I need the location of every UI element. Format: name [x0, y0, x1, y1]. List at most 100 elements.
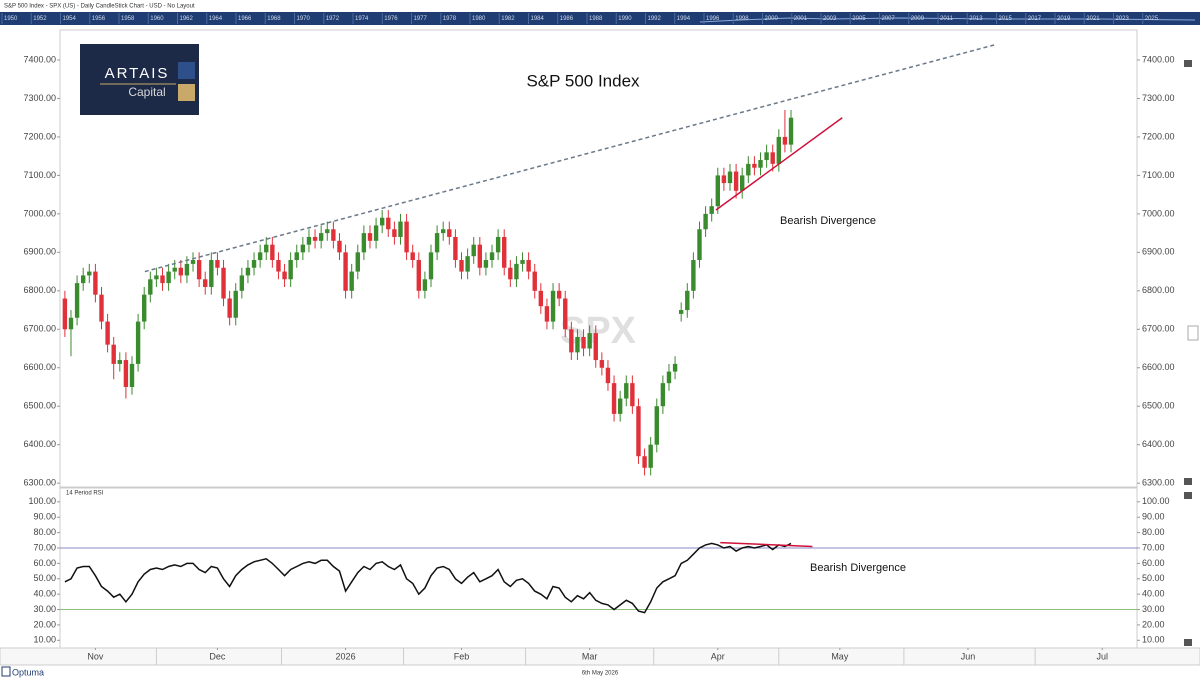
candle-body: [587, 333, 592, 349]
y-tick-label: 7000.00: [23, 208, 56, 218]
date: 6th May 2026: [582, 671, 619, 677]
candle-body: [752, 163, 757, 168]
y-tick-label: 20.00: [1142, 619, 1165, 629]
candle-body: [142, 294, 147, 322]
lock-icons[interactable]: [1184, 60, 1199, 646]
candle-body: [312, 236, 318, 241]
candle-body: [575, 336, 580, 353]
candle-body: [154, 275, 159, 280]
navigator-year: 1984: [531, 16, 545, 22]
candle-body: [599, 360, 605, 368]
navigator-year: 2001: [794, 16, 808, 22]
y-tick-label: 70.00: [1142, 542, 1165, 552]
lock-icon[interactable]: [1184, 478, 1192, 485]
navigator-year: 2007: [882, 16, 896, 22]
candle-body: [434, 233, 440, 253]
y-tick-label: 6600.00: [1142, 362, 1175, 372]
candle-body: [74, 283, 80, 318]
candle-body: [361, 233, 367, 253]
annotation: Bearish Divergence: [780, 215, 876, 227]
navigator-year: 1980: [472, 16, 486, 22]
candle-body: [648, 444, 653, 468]
candle-body: [691, 260, 696, 291]
candle-body: [209, 260, 214, 287]
candle-body: [386, 217, 391, 230]
candle-body: [227, 298, 232, 318]
candle-body: [160, 275, 165, 284]
candle-body: [740, 175, 745, 191]
candle-body: [318, 233, 324, 241]
candle-body: [776, 136, 782, 164]
navigator-year: 1992: [648, 16, 662, 22]
candle-body: [617, 398, 623, 414]
y-tick-label: 90.00: [33, 512, 56, 522]
candle-body: [264, 244, 269, 253]
chart-title: S&P 500 Index: [526, 71, 640, 90]
y-tick-label: 10.00: [33, 635, 56, 645]
y-tick-label: 100.00: [1142, 496, 1170, 506]
navigator-year: 2015: [999, 16, 1013, 22]
navigator-year: 1970: [297, 16, 311, 22]
logo-sub: Capital: [128, 85, 165, 99]
candle-body: [502, 236, 507, 268]
candle-body: [495, 236, 501, 253]
candle-body: [87, 271, 92, 276]
y-tick-label: 7000.00: [1142, 208, 1175, 218]
candle-body: [459, 260, 464, 272]
lock-icon[interactable]: [1184, 492, 1192, 499]
x-tick-label: Dec: [209, 651, 226, 661]
candle-body: [117, 360, 122, 364]
y-tick-label: 7300.00: [1142, 93, 1175, 103]
logo-square: [178, 84, 195, 101]
y-tick-label: 7200.00: [1142, 131, 1175, 141]
y-tick-label: 70.00: [33, 542, 56, 552]
y-tick-label: 6800.00: [23, 285, 56, 295]
lock-icon[interactable]: [1184, 60, 1192, 67]
candle-body: [782, 136, 788, 145]
navigator-year: 2009: [911, 16, 925, 22]
navigator-year: 1974: [355, 16, 369, 22]
y-tick-label: 7200.00: [23, 131, 56, 141]
candle-body: [630, 383, 635, 407]
candle-body: [276, 260, 281, 272]
navigator-year: 1986: [560, 16, 574, 22]
navigator-year: 1988: [589, 16, 603, 22]
navigator-year: 2023: [1116, 16, 1130, 22]
navigator-year: 2025: [1145, 16, 1159, 22]
candle-body: [270, 244, 275, 261]
candle-body: [544, 306, 550, 322]
candle-body: [453, 236, 458, 261]
candle-body: [148, 279, 153, 295]
navigator-year: 1982: [501, 16, 515, 22]
candle-body: [642, 456, 647, 468]
candle-body: [624, 383, 629, 399]
y-tick-label: 7400.00: [23, 54, 56, 64]
candle-body: [508, 267, 513, 280]
rsi-line: [64, 542, 792, 614]
lock-icon[interactable]: [1184, 639, 1192, 646]
logo-name: ARTAIS: [105, 65, 170, 82]
candle-body: [379, 217, 385, 226]
navigator-year: 1960: [150, 16, 164, 22]
candle-body: [392, 229, 397, 237]
y-tick-label: 6800.00: [1142, 285, 1175, 295]
navigator-year: 1996: [706, 16, 720, 22]
candle-body: [526, 260, 531, 272]
navigator-year: 2019: [1057, 16, 1071, 22]
y-tick-label: 6600.00: [23, 362, 56, 372]
collapse-button[interactable]: [1187, 325, 1199, 341]
y-tick-label: 6700.00: [23, 324, 56, 334]
logo-square: [178, 62, 195, 79]
candle-body: [404, 221, 409, 253]
x-tick-label: 2026: [336, 651, 356, 661]
navigator-year: 2013: [969, 16, 983, 22]
candle-body: [355, 252, 360, 272]
candle-body: [288, 260, 293, 280]
candle-body: [257, 252, 263, 261]
candle-body: [325, 229, 330, 234]
candle-body: [373, 225, 379, 241]
y-tick-label: 6500.00: [23, 401, 56, 411]
navigator-year: 1994: [677, 16, 691, 22]
y-tick-label: 7400.00: [1142, 54, 1175, 64]
candle-body: [441, 229, 446, 234]
